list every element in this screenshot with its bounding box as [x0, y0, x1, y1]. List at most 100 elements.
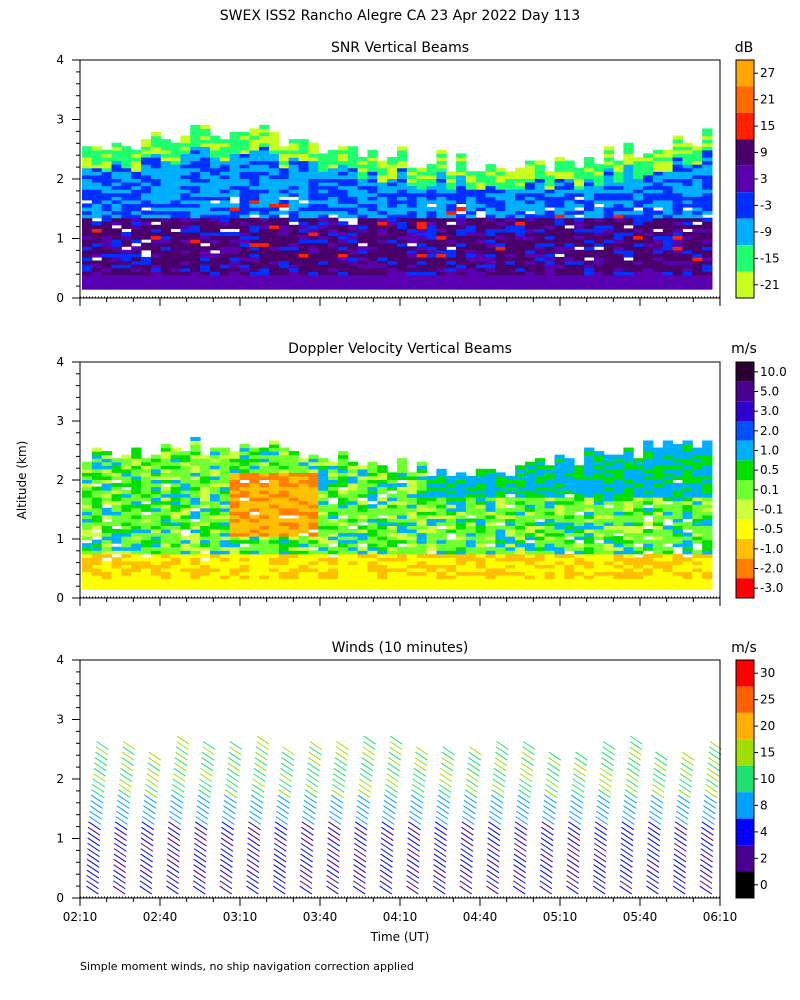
snr-cell	[101, 228, 113, 233]
snr-cell	[505, 189, 516, 194]
snr-cell	[259, 160, 270, 165]
snr-cell	[259, 249, 270, 254]
doppler-cell	[249, 543, 260, 548]
snr-cell	[180, 142, 191, 147]
doppler-cell	[623, 557, 634, 562]
doppler-cell	[495, 518, 506, 523]
snr-cell	[111, 256, 122, 262]
snr-cell	[328, 271, 339, 276]
doppler-cell	[229, 543, 240, 548]
doppler-cell	[278, 475, 290, 481]
doppler-cell	[446, 567, 457, 573]
doppler-cell	[593, 560, 605, 565]
snr-cell	[574, 224, 585, 229]
wind-barb	[118, 783, 132, 793]
doppler-cell	[170, 571, 181, 576]
snr-cell	[633, 235, 644, 240]
snr-cell	[229, 256, 240, 262]
snr-cell	[633, 156, 644, 162]
snr-cell	[150, 171, 162, 176]
snr-cell	[495, 203, 506, 208]
snr-cell	[377, 189, 388, 194]
doppler-cell	[505, 482, 516, 488]
doppler-cell	[121, 550, 132, 555]
snr-cell	[377, 278, 388, 283]
doppler-cell	[426, 557, 437, 562]
snr-cell	[603, 267, 615, 272]
snr-cell	[150, 285, 162, 290]
snr-cell	[200, 156, 211, 162]
doppler-cell	[436, 504, 447, 509]
snr-cell	[239, 160, 250, 165]
snr-cell	[229, 249, 240, 254]
doppler-cell	[278, 571, 290, 576]
snr-cell	[141, 264, 152, 269]
doppler-cell	[574, 550, 585, 555]
snr-cell	[524, 253, 536, 258]
doppler-cell	[554, 571, 565, 576]
doppler-cell	[446, 582, 457, 587]
doppler-cell	[200, 536, 211, 541]
doppler-cell	[702, 444, 713, 449]
snr-cell	[593, 167, 605, 172]
snr-cell	[219, 210, 231, 215]
snr-cell	[613, 264, 624, 269]
snr-cell	[170, 260, 181, 265]
snr-cell	[436, 189, 447, 194]
snr-cell	[200, 160, 211, 165]
snr-cell	[239, 221, 250, 226]
doppler-cell	[239, 557, 250, 562]
snr-cell	[584, 239, 595, 244]
doppler-cell	[426, 490, 437, 495]
doppler-cell	[111, 574, 122, 580]
snr-cell	[180, 242, 191, 247]
snr-cell	[682, 199, 693, 204]
doppler-cell	[259, 521, 270, 527]
doppler-cell	[652, 582, 664, 587]
doppler-cell	[603, 458, 615, 463]
doppler-cell	[475, 539, 487, 544]
doppler-cell	[308, 482, 319, 488]
snr-cell	[613, 210, 624, 215]
doppler-cell	[377, 475, 388, 481]
snr-cell	[180, 196, 191, 201]
doppler-cell	[554, 543, 565, 548]
snr-cell	[377, 224, 388, 229]
doppler-cell	[416, 585, 428, 590]
snr-cell	[170, 196, 181, 201]
doppler-cell	[170, 578, 181, 583]
doppler-cell	[82, 543, 93, 548]
doppler-cell	[180, 486, 191, 491]
snr-cell	[209, 224, 221, 229]
snr-x-ticks	[79, 298, 721, 306]
snr-cell	[436, 221, 447, 226]
doppler-cell	[347, 539, 359, 544]
snr-cell	[564, 199, 575, 204]
doppler-cell	[515, 500, 526, 505]
doppler-cell	[269, 514, 280, 519]
doppler-cell	[672, 532, 683, 537]
doppler-cell	[564, 525, 575, 530]
doppler-cell	[239, 447, 250, 452]
doppler-cell	[416, 557, 428, 562]
snr-cell	[190, 128, 201, 133]
snr-cell	[357, 267, 368, 272]
snr-cell	[475, 185, 487, 190]
snr-cell	[269, 199, 280, 204]
snr-cell	[574, 189, 585, 194]
doppler-cell	[141, 536, 152, 541]
snr-cell	[367, 153, 378, 158]
doppler-cell	[278, 553, 290, 558]
doppler-cell	[209, 490, 221, 495]
doppler-cell	[633, 507, 644, 512]
doppler-cell	[328, 507, 339, 512]
doppler-cell	[682, 451, 693, 456]
snr-cell	[593, 164, 605, 169]
snr-cell	[593, 281, 605, 287]
snr-cell	[298, 146, 309, 151]
doppler-cell	[406, 578, 418, 583]
doppler-cell	[623, 507, 634, 512]
doppler-cell	[603, 482, 615, 488]
snr-cell	[485, 267, 496, 272]
doppler-cell	[623, 550, 634, 555]
